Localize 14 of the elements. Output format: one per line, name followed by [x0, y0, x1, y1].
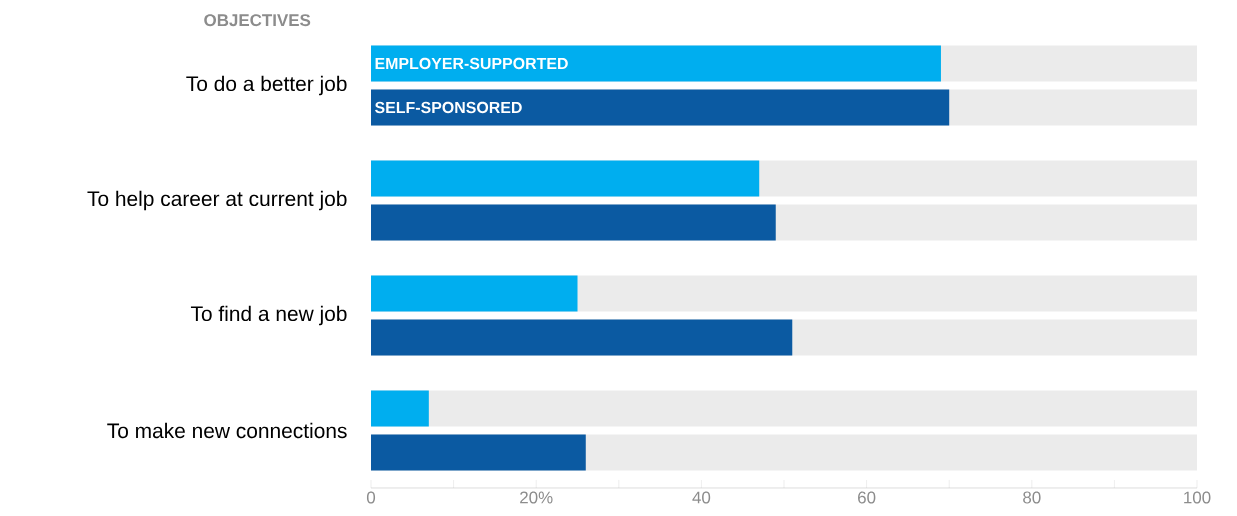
- bar: [371, 390, 429, 427]
- chart-title: OBJECTIVES: [204, 14, 311, 27]
- x-tick-label: 80: [1023, 491, 1041, 504]
- x-tick-label: 100: [1184, 491, 1211, 504]
- y-tick-label: To find a new job: [190, 305, 347, 326]
- x-tick-label: 40: [692, 491, 711, 504]
- x-tick-label: 20%: [520, 491, 553, 504]
- y-tick-label: To make new connections: [107, 422, 347, 439]
- x-tick-label: 60: [858, 491, 876, 504]
- series-label: SELF-SPONSORED: [374, 101, 522, 114]
- y-tick-label: To do a better job: [186, 75, 347, 96]
- x-tick-label: 0: [366, 491, 376, 504]
- y-tick-label: To help career at current job: [87, 190, 347, 211]
- series-label: EMPLOYER-SUPPORTED: [375, 57, 568, 70]
